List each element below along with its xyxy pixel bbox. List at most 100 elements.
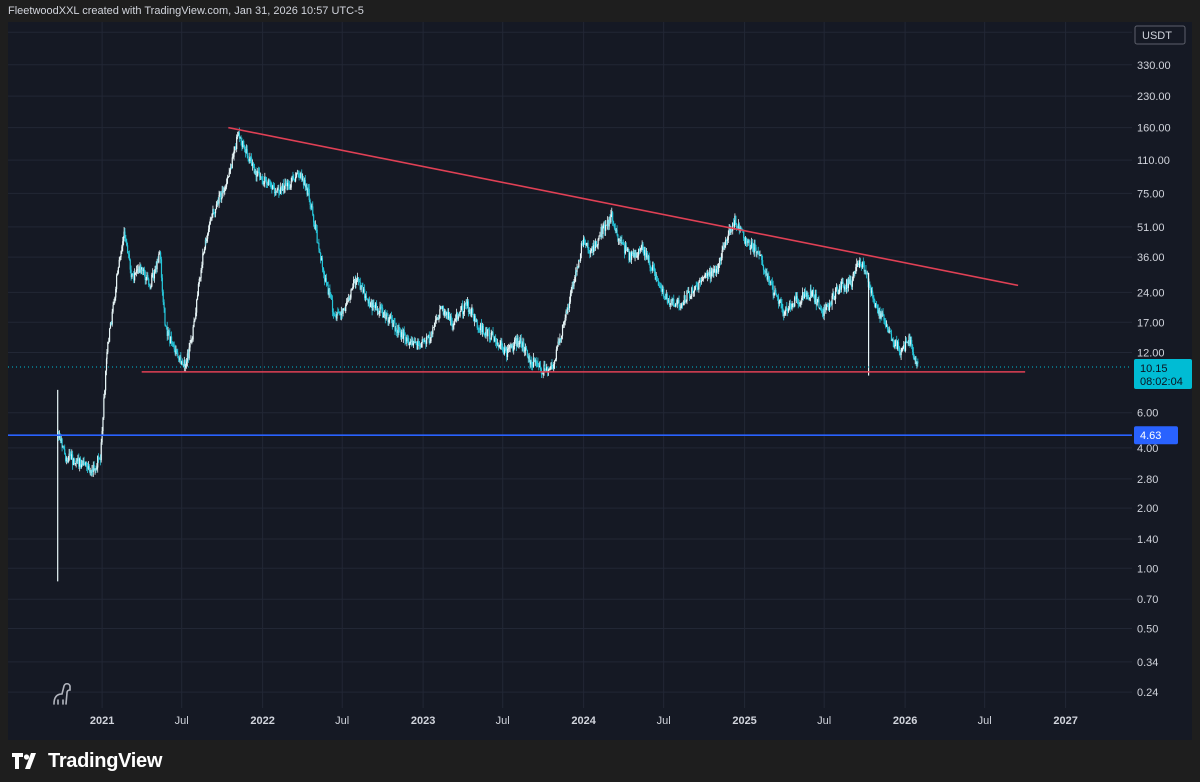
candle-body [70,453,72,460]
candle-body [420,342,422,348]
candle-body [586,243,588,244]
candle-body [169,331,171,344]
candle-body [916,361,918,365]
candle-body [226,177,229,184]
candle-body [764,271,766,273]
candle-body [913,357,915,360]
candle-body [295,173,298,177]
candle-body [635,252,637,258]
candle-body [401,332,404,339]
candle-body [903,344,905,348]
candle-body [216,201,218,205]
candle-body [542,371,544,375]
candle-body [852,273,854,281]
candle-body [123,231,125,237]
candle-body [584,244,586,245]
candle-body [805,294,807,297]
candle-body [847,279,849,288]
candle-body [882,312,884,316]
candle-body [178,355,180,359]
candle-body [195,312,197,320]
candle-body [830,303,832,305]
candle-body [810,288,812,297]
candle-body [360,285,362,290]
candle-body [814,293,816,303]
candle-body [548,369,550,370]
candle-body [869,286,871,287]
candle-body [362,287,364,293]
candle-body [577,266,579,268]
candle-body [400,332,403,338]
candle-body [303,179,305,186]
candle-body [720,257,722,261]
candle-body [331,299,334,313]
candle-body [855,267,857,274]
candle-body [817,299,819,302]
candle-body [468,309,470,312]
candle-body [282,183,284,191]
candle-body [228,172,230,177]
candle-body [344,308,346,312]
candle-body [232,156,234,158]
candle-body [223,191,225,193]
candle-body [237,132,240,136]
chart-frame[interactable]: 480.00330.00230.00160.00110.0075.0051.00… [8,22,1192,740]
candle-body [911,344,914,353]
candle-body [294,179,296,182]
candle-body [671,299,673,301]
candle-body [769,282,772,284]
candle-body [863,262,865,272]
candle-body [239,137,241,139]
candle-body [709,270,711,279]
candle-body [479,328,481,331]
candle-body [221,198,223,200]
candle-body [762,260,764,266]
price-chart[interactable]: 480.00330.00230.00160.00110.0075.0051.00… [8,22,1192,740]
candle-body [575,270,577,277]
dino-shape [53,682,71,705]
candle-body [692,287,694,294]
candle-body [747,240,749,243]
candle-body [445,311,447,316]
candle-body [718,257,721,264]
candle-body [749,240,751,250]
candle-body [298,174,300,178]
candle-body [199,278,201,279]
candle-body [649,264,651,269]
candle-body [831,296,833,305]
candle-body [94,468,96,470]
candle-body [197,284,200,296]
candle-body [204,239,207,249]
tradingview-logo[interactable]: TradingView [12,748,162,774]
candle-body [530,361,532,365]
candle-body [660,286,662,289]
candle-body [516,337,518,346]
candle-body [181,361,184,365]
candle-body [118,259,120,268]
candle-body [901,348,903,353]
candle-body [59,434,61,441]
candle-body [527,355,529,359]
candle-body [824,308,826,310]
candle-body [269,180,271,182]
candle-body [86,461,88,467]
candle-body [416,344,418,349]
candle-body [890,331,892,334]
candle-body [256,175,258,177]
candle-body [281,183,284,191]
candle-body [287,182,289,187]
candle-body [179,356,181,361]
candle-body [263,182,265,184]
candle-body [525,347,528,351]
candle-body [280,187,283,191]
candle-body [178,358,180,361]
candle-body [585,243,587,245]
candle-body [250,156,252,158]
candle-body [139,265,141,273]
candle-body [430,332,432,342]
candle-body [305,184,307,188]
candle-body [851,280,853,287]
candle-body [334,315,336,317]
candle-body [717,268,719,272]
candle-body [203,253,205,255]
